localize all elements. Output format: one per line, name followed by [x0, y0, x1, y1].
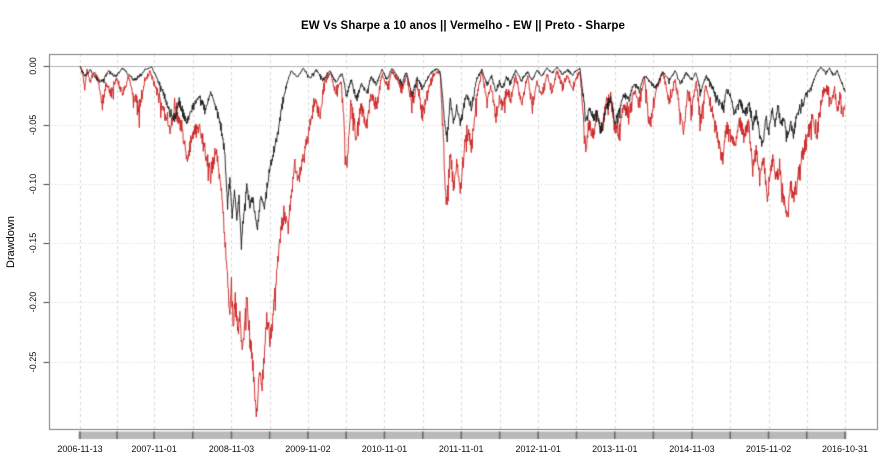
y-tick-label: -0.15: [28, 233, 38, 254]
chart-title: EW Vs Sharpe a 10 anos || Vermelho - EW …: [300, 20, 626, 32]
y-axis-label: Drawdown: [5, 216, 17, 268]
x-tick-label: 2016-10-31: [821, 444, 869, 454]
x-tick-label: 2015-11-02: [745, 444, 792, 454]
x-tick-label: 2010-11-01: [361, 444, 408, 454]
x-tick-label: 2013-11-01: [592, 444, 638, 454]
y-tick-label: -0.05: [28, 114, 38, 136]
x-tick-label: 2012-11-01: [515, 444, 561, 454]
x-tick-label: 2014-11-03: [669, 444, 715, 454]
x-tick-label: 2007-11-01: [131, 444, 177, 454]
x-tick-label: 2009-11-02: [285, 444, 331, 454]
x-tick-label: 2006-11-13: [57, 444, 103, 454]
y-tick-label: 0.00: [28, 57, 38, 75]
y-tick-label: -0.25: [28, 351, 38, 372]
y-tick-label: -0.20: [28, 292, 38, 313]
x-tick-label: 2008-11-03: [208, 444, 255, 454]
x-tick-label: 2011-11-01: [438, 444, 484, 454]
y-tick-label: -0.10: [28, 173, 38, 195]
